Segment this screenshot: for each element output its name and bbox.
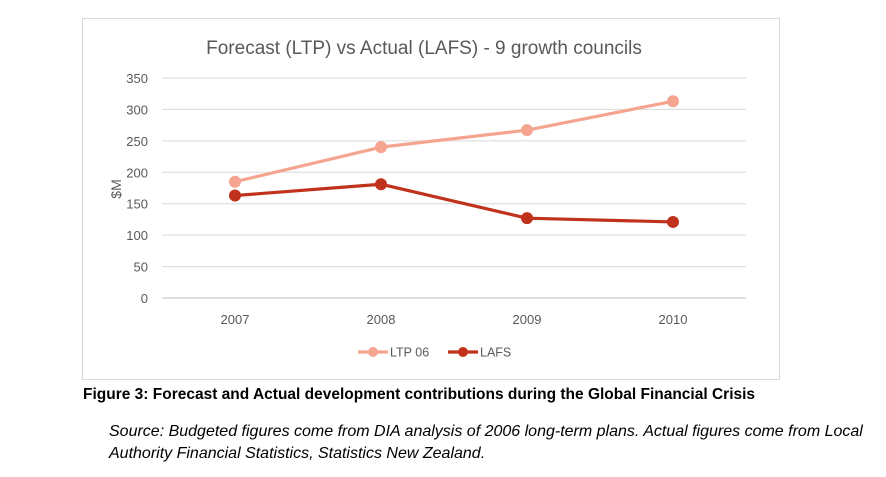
series-line-ltp-06 <box>234 99 674 184</box>
data-point <box>229 175 241 188</box>
data-point <box>667 215 679 228</box>
source-note: Source: Budgeted figures come from DIA a… <box>109 423 863 462</box>
x-tick-label: 2010 <box>659 312 688 327</box>
x-tick-label: 2007 <box>221 312 250 327</box>
data-point <box>521 124 533 137</box>
y-tick-label: 0 <box>141 291 148 306</box>
y-tick-label: 300 <box>126 102 148 117</box>
x-tick-label: 2008 <box>367 312 396 327</box>
data-point <box>375 178 387 191</box>
y-tick-label: 150 <box>126 197 148 212</box>
data-point <box>229 189 241 202</box>
y-tick-label: 200 <box>126 165 148 180</box>
legend-label: LAFS <box>480 346 511 360</box>
x-tick-label: 2009 <box>513 312 542 327</box>
data-point <box>375 141 387 154</box>
legend-swatch-marker <box>368 347 378 357</box>
chart-title: Forecast (LTP) vs Actual (LAFS) - 9 grow… <box>206 38 642 59</box>
y-tick-label: 100 <box>126 228 148 243</box>
y-axis-label: $M <box>108 179 124 198</box>
legend-swatch-marker <box>458 347 468 357</box>
y-tick-label: 50 <box>134 260 148 275</box>
data-point <box>521 212 533 225</box>
data-point <box>667 95 679 108</box>
legend-label: LTP 06 <box>390 346 429 360</box>
y-tick-label: 350 <box>126 71 148 86</box>
figure-caption: Figure 3: Forecast and Actual developmen… <box>83 386 756 403</box>
y-tick-label: 250 <box>126 134 148 149</box>
series-line-lafs <box>234 182 674 224</box>
